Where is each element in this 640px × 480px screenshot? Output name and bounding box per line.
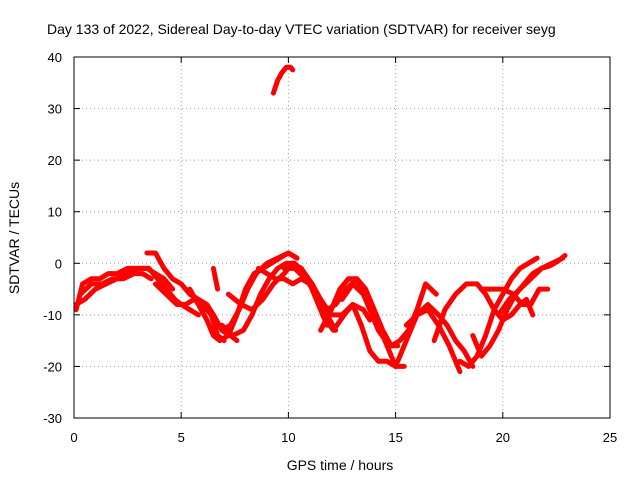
y-tick-label: 40 [48,50,62,65]
x-axis: 0 5 10 15 20 25 [70,57,617,445]
y-tick-label: -20 [43,359,62,374]
satellite-track-20 [478,286,551,307]
x-tick-label: 5 [178,430,185,445]
x-tick-label: 10 [281,430,295,445]
y-axis-label: SDTVAR / TECUs [6,182,22,294]
satellite-track-18 [457,255,540,369]
satellite-track-11 [270,64,296,96]
y-axis: -30 -20 -10 0 10 20 30 40 [43,50,610,426]
satellite-track-2 [73,265,176,307]
y-tick-label: 30 [48,102,62,117]
satellite-track-3 [77,271,154,297]
y-tick-label: 0 [55,256,62,271]
satellite-track-22 [210,265,221,292]
satellite-track-16 [403,302,476,369]
y-tick-label: 20 [48,153,62,168]
chart-title: Day 133 of 2022, Sidereal Day-to-day VTE… [47,21,556,37]
satellite-track-21 [496,255,566,318]
grid [74,57,610,418]
satellite-track-13 [298,265,407,369]
x-tick-label: 20 [496,430,510,445]
y-tick-label: -10 [43,308,62,323]
y-tick-label: 10 [48,205,62,220]
x-tick-label: 15 [388,430,402,445]
x-tick-label: 0 [70,430,77,445]
x-tick-label: 25 [603,430,617,445]
series-group [73,64,568,375]
x-axis-label: GPS time / hours [287,457,394,473]
y-tick-label: -30 [43,411,62,426]
plot-frame [73,56,611,419]
